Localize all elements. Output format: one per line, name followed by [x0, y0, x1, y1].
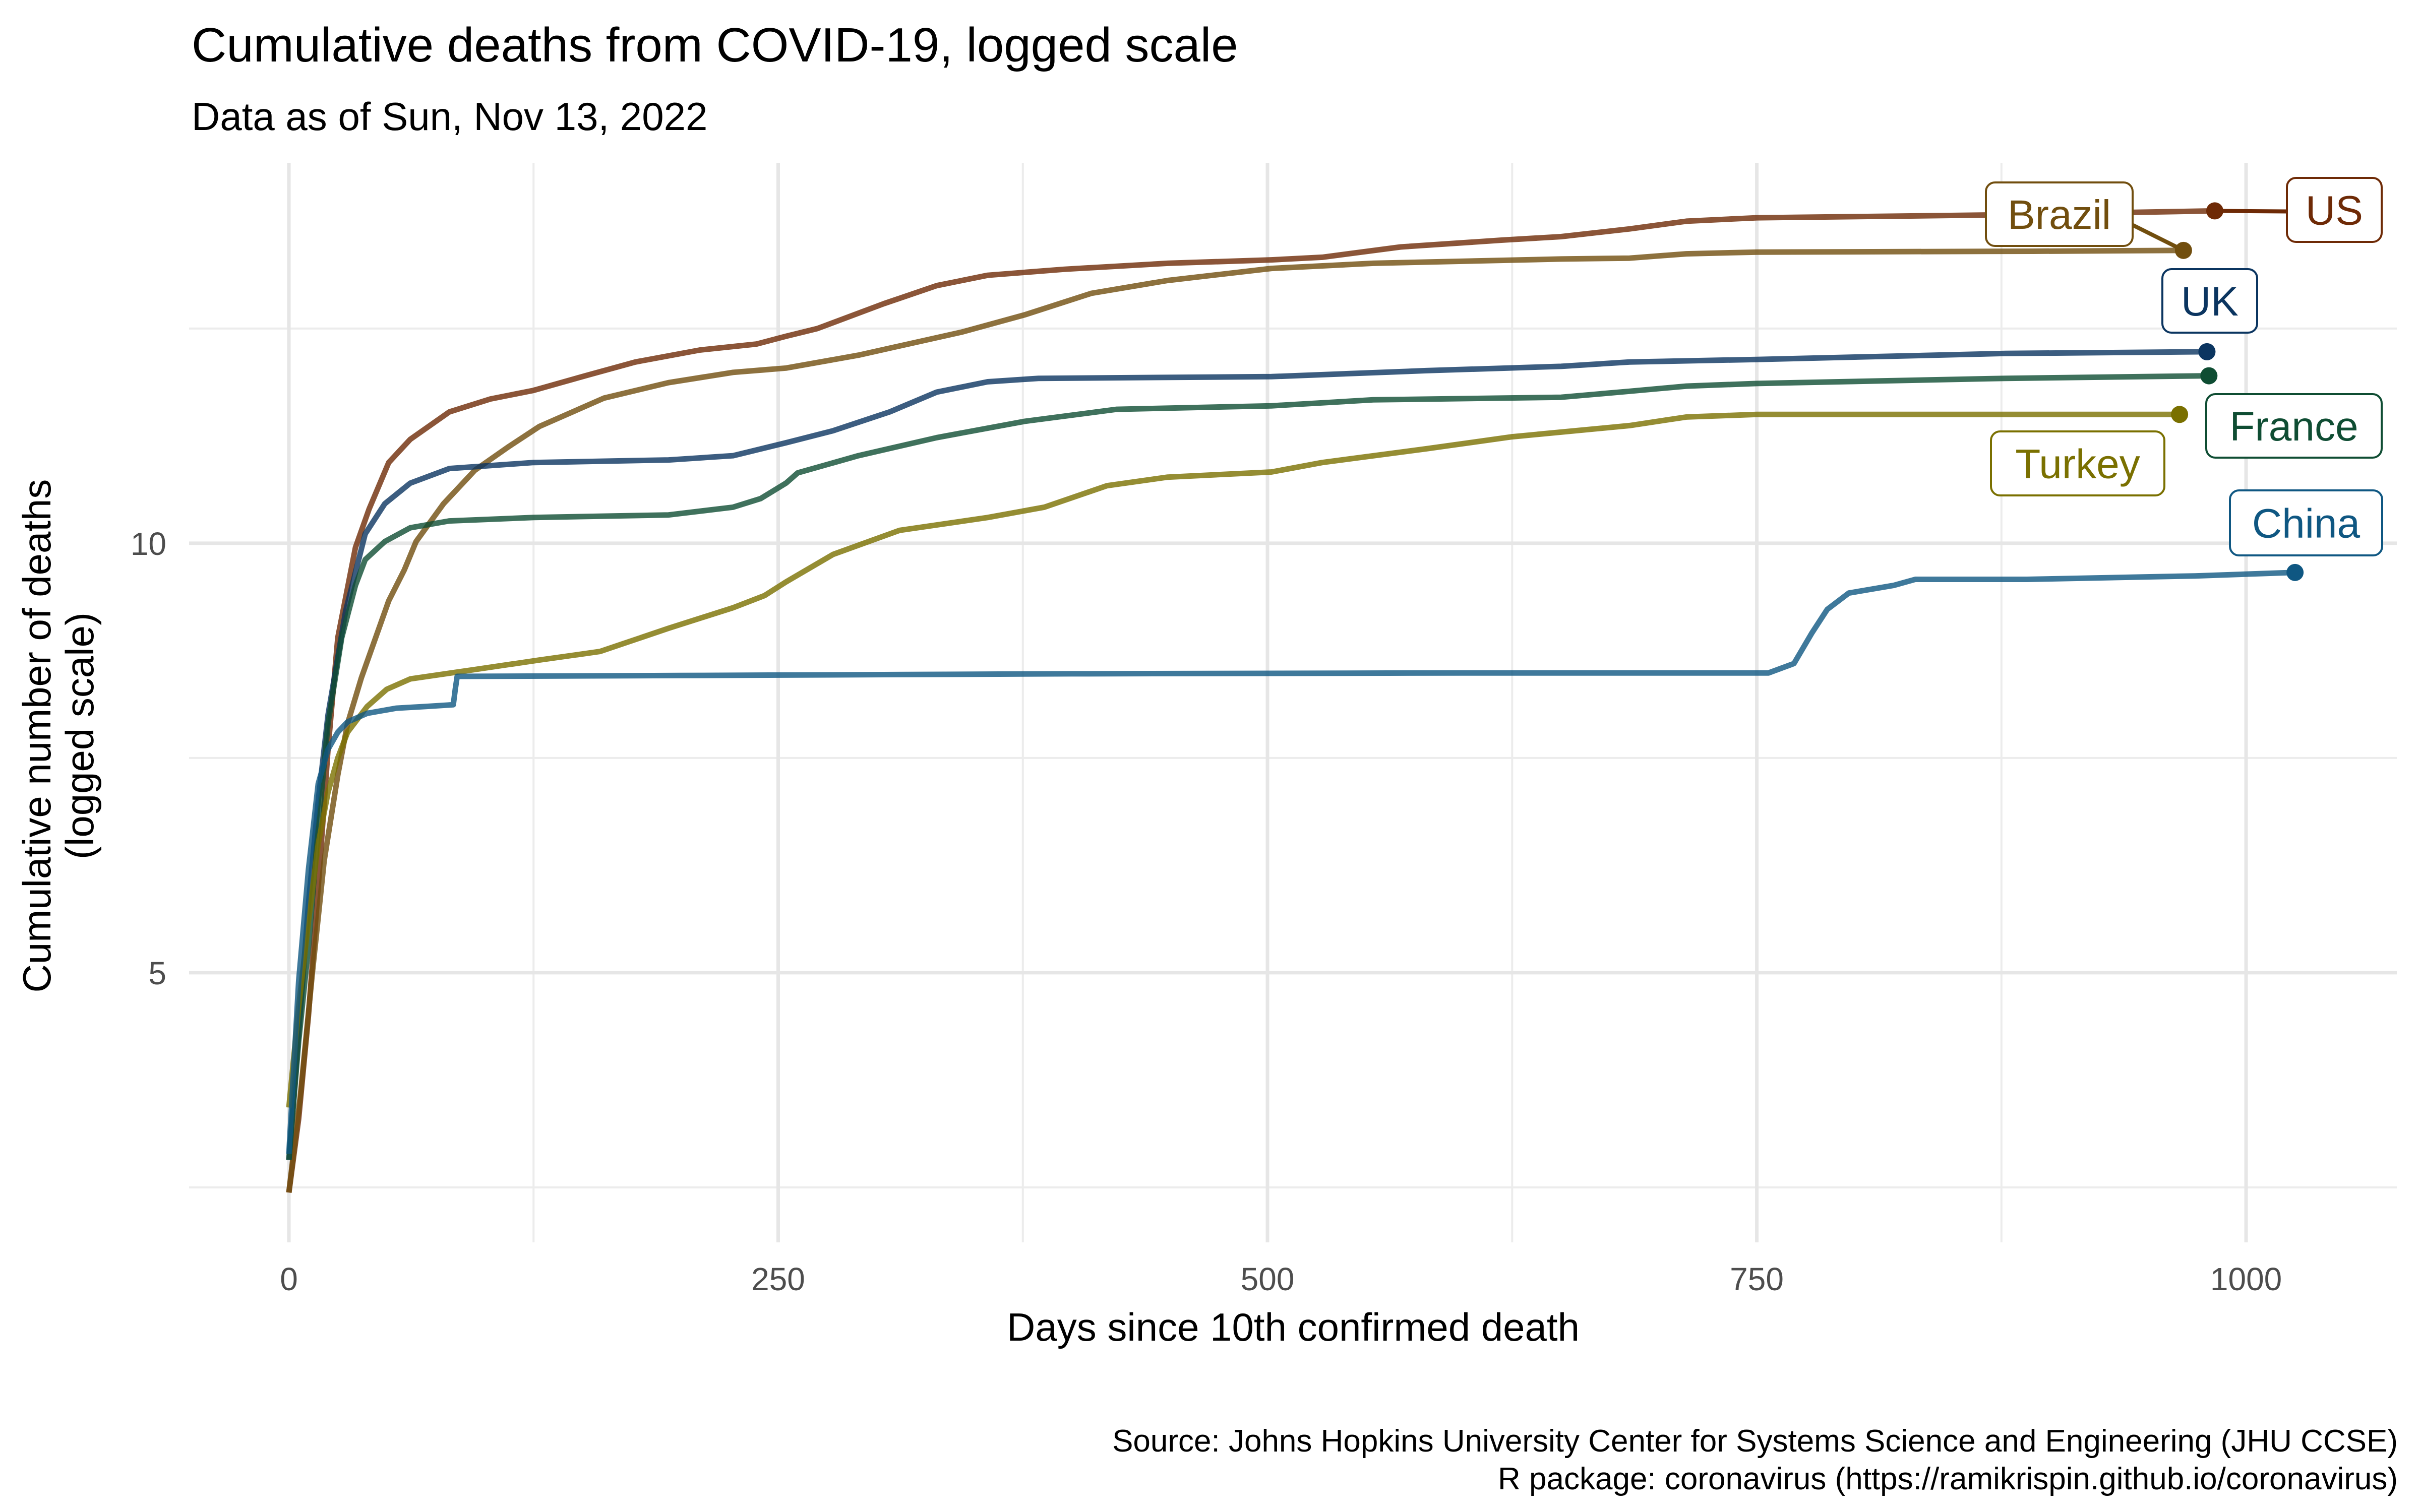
- x-tick-label: 500: [1241, 1261, 1295, 1297]
- y-axis-title-line-2: (logged scale): [57, 612, 102, 859]
- chart-title: Cumulative deaths from COVID-19, logged …: [192, 18, 1238, 72]
- end-label-us: US: [2206, 177, 2383, 243]
- end-point-france: [2200, 367, 2218, 385]
- chart-subtitle: Data as of Sun, Nov 13, 2022: [192, 94, 707, 139]
- x-axis-ticks: 0 250 500 750 1000: [280, 1261, 2282, 1297]
- end-label-brazil: Brazil: [1985, 181, 2192, 259]
- end-point-brazil: [2174, 241, 2192, 259]
- label-connector: [2132, 223, 2185, 253]
- series-line-us: [286, 208, 2215, 1193]
- end-label-turkey: Turkey: [1990, 406, 2189, 496]
- end-point-turkey: [2171, 406, 2189, 423]
- x-tick-label: 750: [1730, 1261, 1784, 1297]
- series-line-brazil: [286, 247, 2184, 1193]
- label-box: [2161, 268, 2258, 334]
- end-label-france: France: [2200, 367, 2383, 459]
- label-text: UK: [2181, 279, 2238, 325]
- caption-source: Source: Johns Hopkins University Center …: [1112, 1424, 2398, 1459]
- label-text: Brazil: [2008, 192, 2111, 238]
- y-tick-label: 5: [148, 955, 166, 991]
- series-end-labels: US Brazil UK France Turkey China: [1985, 177, 2383, 581]
- end-point-uk: [2198, 343, 2216, 360]
- gridlines: [189, 163, 2397, 1242]
- end-label-uk: UK: [2161, 268, 2258, 360]
- series-lines: [286, 208, 2295, 1193]
- x-tick-label: 250: [751, 1261, 805, 1297]
- label-box: [2286, 177, 2383, 243]
- y-axis-ticks: 5 10: [131, 526, 166, 991]
- label-box: [2229, 489, 2383, 556]
- x-axis-title: Days since 10th confirmed death: [1007, 1305, 1580, 1349]
- x-tick-label: 1000: [2210, 1261, 2282, 1297]
- end-label-china: China: [2229, 489, 2383, 581]
- label-text: Turkey: [2015, 442, 2140, 487]
- label-text: US: [2306, 188, 2363, 234]
- label-box: [1990, 430, 2165, 496]
- end-point-us: [2206, 202, 2223, 220]
- caption-package: R package: coronavirus (https://ramikris…: [1498, 1462, 2398, 1496]
- y-axis-title-line-1: Cumulative number of deaths: [15, 479, 59, 993]
- series-line-france: [286, 373, 2209, 1160]
- label-text: China: [2252, 501, 2361, 547]
- y-axis-title: Cumulative number of deaths (logged scal…: [15, 479, 102, 993]
- x-tick-label: 0: [280, 1261, 298, 1297]
- y-tick-label: 10: [131, 526, 166, 562]
- series-line-turkey: [286, 411, 2180, 1108]
- end-point-china: [2286, 563, 2304, 581]
- label-box: [1985, 181, 2134, 247]
- series-line-china: [286, 570, 2295, 1154]
- label-text: France: [2229, 404, 2358, 450]
- label-box: [2205, 393, 2383, 459]
